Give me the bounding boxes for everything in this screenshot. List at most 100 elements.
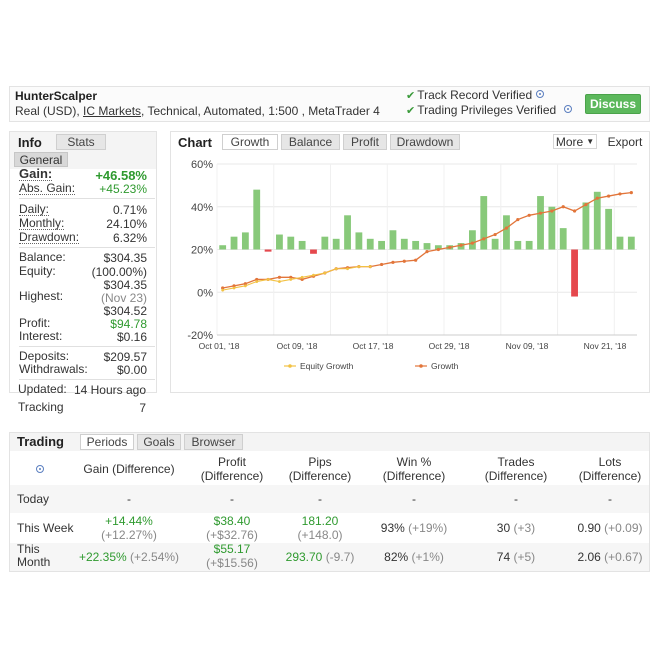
tab-periods[interactable]: Periods bbox=[80, 434, 134, 450]
bar bbox=[241, 232, 249, 250]
equity-label: Equity: bbox=[19, 264, 56, 278]
profit-row: Profit: $94.78 bbox=[19, 317, 147, 331]
lots-cell: - bbox=[608, 492, 612, 506]
col-lots: Lots (Difference) bbox=[562, 455, 658, 483]
bar bbox=[298, 240, 306, 250]
growth-point bbox=[516, 217, 520, 222]
withdrawals-label: Withdrawals: bbox=[19, 362, 88, 376]
bar bbox=[525, 240, 533, 250]
growth-point bbox=[527, 213, 531, 217]
bar bbox=[355, 232, 363, 250]
profit-diff: (+$15.56) bbox=[206, 556, 258, 570]
x-tick-label: Oct 01, '18 bbox=[199, 341, 240, 351]
growth-point bbox=[470, 241, 475, 245]
growth-point bbox=[436, 247, 440, 252]
monthly-label: Monthly: bbox=[19, 216, 65, 230]
tab-drawdown[interactable]: Drawdown bbox=[390, 134, 460, 150]
info-icon[interactable] bbox=[564, 105, 573, 113]
bar bbox=[571, 249, 578, 297]
tab-profit[interactable]: Profit bbox=[343, 134, 387, 150]
withdrawals-row: Withdrawals: $0.00 bbox=[19, 363, 147, 377]
track-record-label: Track Record Verified bbox=[417, 88, 533, 102]
interest-value: $0.16 bbox=[116, 330, 147, 344]
y-tick-label: 40% bbox=[191, 202, 213, 214]
win-diff: (+1%) bbox=[411, 550, 444, 564]
export-button[interactable]: Export bbox=[601, 134, 649, 149]
pips-diff: (+148.0) bbox=[297, 528, 343, 542]
chart-panel: Chart Growth Balance Profit Drawdown Mor… bbox=[170, 131, 650, 393]
col-trades-line2: (Difference) bbox=[484, 469, 548, 483]
legend-label: Equity Growth bbox=[300, 361, 354, 371]
tab-goals[interactable]: Goals bbox=[137, 434, 181, 450]
divider bbox=[19, 379, 155, 380]
lots-value: 2.06 bbox=[577, 550, 601, 564]
bar bbox=[469, 230, 476, 250]
tracking-value: 7 bbox=[139, 401, 146, 415]
bar bbox=[287, 236, 295, 250]
growth-point bbox=[277, 275, 282, 279]
equity-point bbox=[255, 280, 259, 283]
growth-point bbox=[414, 258, 418, 262]
abs-gain-label: Abs. Gain: bbox=[19, 181, 76, 195]
col-profit-line2: (Difference) bbox=[200, 469, 264, 483]
check-icon: ✔ bbox=[406, 90, 416, 102]
account-name[interactable]: HunterScalper bbox=[15, 89, 98, 103]
bar bbox=[514, 240, 522, 250]
profit-cell: $38.40 (+$32.76) bbox=[184, 514, 280, 542]
growth-point bbox=[629, 191, 633, 195]
highest-label: Highest: bbox=[19, 289, 64, 303]
bar bbox=[548, 206, 556, 250]
bar bbox=[321, 236, 329, 250]
trades-diff: (+5) bbox=[513, 550, 536, 564]
bar bbox=[491, 238, 499, 250]
equity-point bbox=[266, 278, 270, 281]
drawdown-label: Drawdown: bbox=[19, 230, 80, 244]
gain-value: +14.44% bbox=[105, 514, 153, 528]
tab-balance[interactable]: Balance bbox=[281, 134, 340, 150]
info-icon[interactable] bbox=[536, 90, 545, 98]
privileges-label: Trading Privileges Verified bbox=[417, 103, 557, 117]
growth-point bbox=[379, 262, 384, 267]
x-tick-label: Oct 09, '18 bbox=[277, 341, 318, 351]
y-tick-label: 60% bbox=[191, 159, 213, 171]
col-win-line2: (Difference) bbox=[382, 469, 446, 483]
tab-growth[interactable]: Growth bbox=[222, 134, 278, 150]
table-row: This Month +22.35% (+2.54%) $55.17 (+$15… bbox=[10, 542, 649, 571]
growth-point bbox=[425, 250, 429, 254]
tab-general[interactable]: General bbox=[14, 152, 68, 167]
divider bbox=[19, 247, 155, 248]
bar bbox=[344, 215, 351, 250]
discuss-button[interactable]: Discuss bbox=[585, 94, 641, 114]
tab-browser[interactable]: Browser bbox=[184, 434, 243, 450]
broker-link[interactable]: IC Markets bbox=[83, 104, 142, 118]
equity-point bbox=[323, 271, 327, 275]
tracking-row: Tracking 7 bbox=[18, 401, 146, 415]
win-cell: - bbox=[412, 492, 416, 506]
balance-label: Balance: bbox=[19, 250, 66, 264]
trades-cell: 74 (+5) bbox=[468, 550, 564, 564]
equity-point bbox=[221, 288, 225, 292]
pips-value: 293.70 bbox=[285, 550, 323, 564]
lots-cell: 0.90 (+0.09) bbox=[562, 521, 658, 535]
col-pips: Pips (Difference) bbox=[274, 455, 366, 483]
growth-chart: 60% 40% 20% 0% -20%Oct 01, '18 Oct 09, '18 Oct… bbox=[187, 159, 637, 371]
growth-point bbox=[482, 237, 486, 241]
bar bbox=[276, 234, 283, 250]
account-desc-suffix: , Technical, Automated, 1:500 , MetaTrad… bbox=[141, 104, 380, 118]
growth-point bbox=[459, 243, 463, 247]
equity-point bbox=[346, 267, 349, 271]
bar bbox=[378, 240, 385, 250]
info-header-icon[interactable] bbox=[36, 463, 44, 477]
bar bbox=[480, 196, 488, 250]
tab-stats[interactable]: Stats bbox=[56, 134, 106, 150]
x-tick-label: Nov 21, '18 bbox=[584, 341, 627, 351]
gain-diff: (+2.54%) bbox=[130, 550, 180, 564]
col-profit-line1: Profit bbox=[217, 455, 246, 469]
x-tick-label: Oct 17, '18 bbox=[353, 341, 394, 351]
highest-date: (Nov 23) bbox=[100, 291, 147, 305]
growth-point bbox=[584, 203, 588, 207]
lots-cell: 2.06 (+0.67) bbox=[562, 550, 658, 564]
more-button[interactable]: More ▼ bbox=[553, 134, 597, 149]
col-trades-line1: Trades bbox=[497, 455, 535, 469]
profit-diff: (+$32.76) bbox=[206, 528, 258, 542]
